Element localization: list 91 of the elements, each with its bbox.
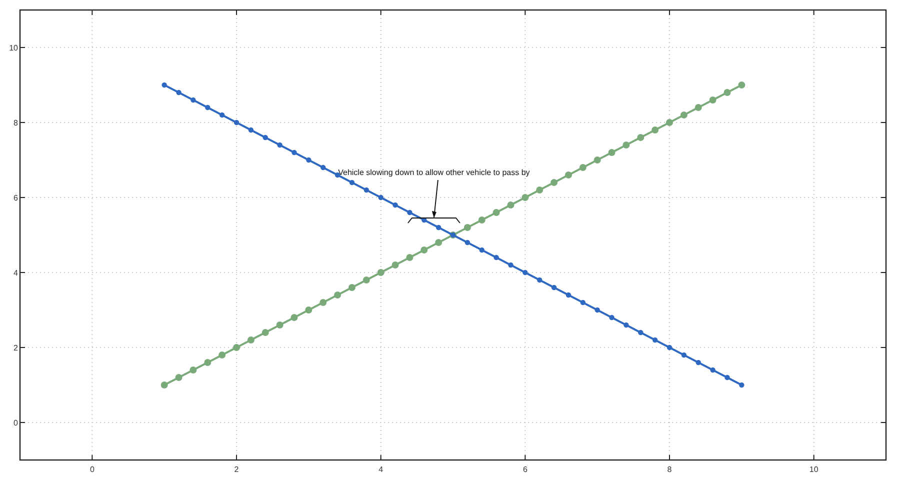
point — [652, 337, 658, 343]
point — [276, 322, 284, 328]
point — [320, 299, 327, 306]
point — [248, 127, 254, 133]
point — [205, 104, 210, 110]
point — [320, 164, 326, 170]
point — [234, 120, 240, 126]
point — [364, 187, 369, 193]
x-tick-label: 0 — [90, 465, 95, 474]
point — [566, 292, 572, 298]
point — [680, 112, 688, 118]
point — [407, 210, 412, 216]
point — [348, 284, 356, 291]
point — [479, 247, 484, 253]
point — [218, 352, 226, 358]
point — [537, 277, 542, 283]
x-tick-label: 8 — [667, 465, 672, 474]
point — [494, 254, 499, 260]
point — [190, 97, 196, 103]
point — [666, 119, 673, 126]
y-tick-label: 6 — [14, 194, 19, 202]
point — [290, 314, 298, 321]
point — [564, 172, 572, 178]
point — [624, 322, 629, 328]
point — [724, 374, 730, 380]
point — [306, 157, 312, 163]
y-tick-label: 10 — [9, 44, 19, 52]
point — [637, 134, 644, 141]
point — [478, 216, 486, 224]
point — [696, 360, 701, 366]
point — [579, 164, 586, 171]
point — [378, 194, 384, 200]
y-tick-label: 0 — [14, 418, 19, 428]
point — [162, 82, 167, 88]
point — [247, 336, 254, 344]
point — [709, 96, 716, 104]
point — [204, 359, 212, 366]
point — [277, 142, 282, 148]
point — [508, 262, 514, 268]
point — [436, 224, 442, 230]
x-tick-label: 4 — [378, 465, 384, 474]
point — [435, 239, 442, 246]
point — [176, 90, 182, 96]
point — [219, 112, 225, 118]
point — [551, 284, 557, 290]
y-tick-label: 2 — [14, 344, 19, 352]
point — [580, 300, 586, 306]
point — [738, 82, 746, 88]
point — [190, 366, 197, 374]
point — [594, 307, 600, 313]
point — [292, 150, 297, 156]
point — [406, 254, 414, 261]
point — [175, 374, 182, 381]
point — [392, 262, 399, 268]
point — [392, 202, 398, 208]
x-tick-label: 6 — [522, 465, 528, 474]
point — [233, 344, 240, 351]
y-tick-label: 8 — [14, 118, 19, 128]
x-tick-label: 10 — [809, 465, 819, 474]
point — [349, 180, 355, 186]
point — [334, 292, 342, 298]
point — [638, 330, 644, 336]
point — [362, 276, 370, 284]
point — [666, 344, 672, 350]
point — [377, 269, 384, 276]
point — [710, 367, 716, 373]
point — [622, 142, 630, 148]
point — [594, 156, 601, 164]
y-tick-label: 4 — [14, 268, 19, 278]
point — [160, 382, 168, 388]
point — [464, 224, 471, 231]
point — [522, 270, 528, 276]
point — [262, 329, 269, 336]
point — [507, 202, 514, 208]
point — [724, 89, 731, 96]
point — [522, 194, 529, 201]
point — [550, 179, 558, 186]
point — [681, 352, 687, 358]
annotation: Vehicle slowing down to allow other vehicle to pass by — [338, 168, 530, 177]
point — [262, 134, 268, 140]
point — [492, 209, 500, 216]
point — [608, 149, 616, 156]
point — [420, 246, 428, 254]
x-tick-label: 2 — [234, 465, 240, 474]
point — [739, 382, 744, 388]
point — [652, 126, 659, 134]
point — [464, 240, 470, 246]
point — [609, 314, 614, 320]
point — [536, 186, 544, 194]
point — [305, 306, 312, 314]
point — [694, 104, 702, 111]
